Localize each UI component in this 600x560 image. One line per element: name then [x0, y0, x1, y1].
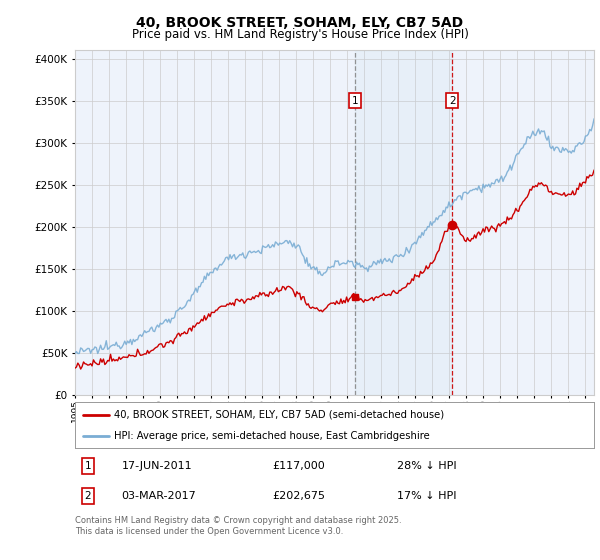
- Text: 03-MAR-2017: 03-MAR-2017: [122, 491, 196, 501]
- Bar: [355, 50, 452, 395]
- Text: 17% ↓ HPI: 17% ↓ HPI: [397, 491, 456, 501]
- Text: 40, BROOK STREET, SOHAM, ELY, CB7 5AD (semi-detached house): 40, BROOK STREET, SOHAM, ELY, CB7 5AD (s…: [114, 409, 444, 419]
- Text: £117,000: £117,000: [272, 461, 325, 471]
- Text: Contains HM Land Registry data © Crown copyright and database right 2025.
This d: Contains HM Land Registry data © Crown c…: [75, 516, 401, 536]
- Text: 40, BROOK STREET, SOHAM, ELY, CB7 5AD: 40, BROOK STREET, SOHAM, ELY, CB7 5AD: [136, 16, 464, 30]
- Text: 17-JUN-2011: 17-JUN-2011: [122, 461, 193, 471]
- Text: 28% ↓ HPI: 28% ↓ HPI: [397, 461, 457, 471]
- Text: £202,675: £202,675: [272, 491, 325, 501]
- Text: Price paid vs. HM Land Registry's House Price Index (HPI): Price paid vs. HM Land Registry's House …: [131, 28, 469, 41]
- Text: 1: 1: [85, 461, 91, 471]
- Text: 1: 1: [352, 96, 358, 106]
- Text: 2: 2: [85, 491, 91, 501]
- Text: 2: 2: [449, 96, 455, 106]
- Text: HPI: Average price, semi-detached house, East Cambridgeshire: HPI: Average price, semi-detached house,…: [114, 431, 430, 441]
